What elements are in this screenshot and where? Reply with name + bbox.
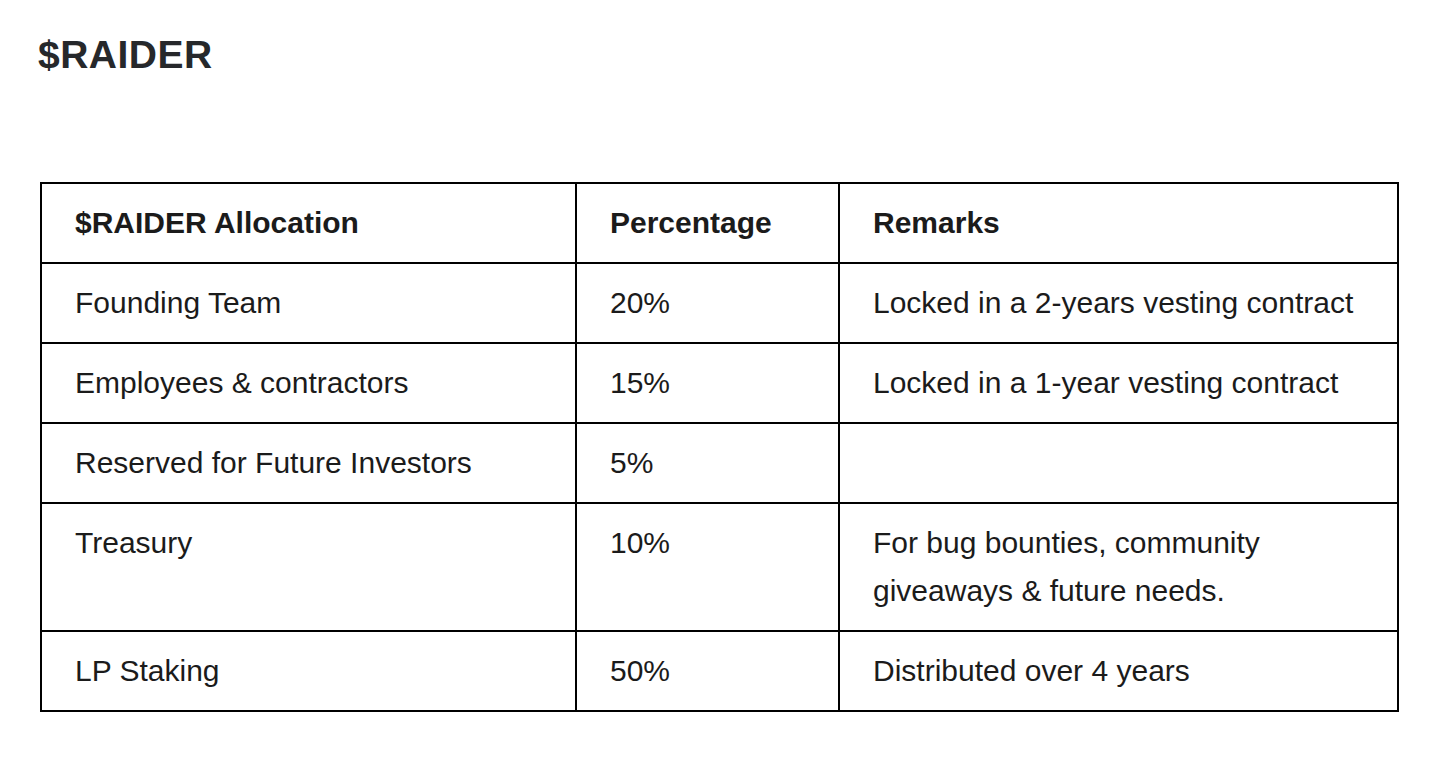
percentage-cell-text: 10% bbox=[610, 526, 670, 559]
percentage-cell-text: 50% bbox=[610, 654, 670, 687]
remarks-cell bbox=[839, 423, 1398, 503]
percentage-cell: 20% bbox=[576, 263, 839, 343]
percentage-cell: 10% bbox=[576, 503, 839, 631]
percentage-cell-text: 15% bbox=[610, 366, 670, 399]
remarks-cell-text: Distributed over 4 years bbox=[873, 654, 1190, 687]
allocation-table: $RAIDER Allocation Percentage Remarks Fo… bbox=[40, 182, 1399, 712]
remarks-cell-text: Locked in a 2-years vesting contract bbox=[873, 286, 1353, 319]
header-cell-percentage: Percentage bbox=[576, 183, 839, 263]
header-cell-allocation: $RAIDER Allocation bbox=[41, 183, 576, 263]
table-row: LP Staking 50% Distributed over 4 years bbox=[41, 631, 1398, 711]
document-page: $RAIDER $RAIDER Allocation Percentage Re… bbox=[0, 0, 1434, 762]
percentage-cell-text: 5% bbox=[610, 446, 653, 479]
allocation-cell: Employees & contractors bbox=[41, 343, 576, 423]
allocation-cell-text: Reserved for Future Investors bbox=[75, 446, 472, 479]
remarks-cell: Locked in a 1-year vesting contract bbox=[839, 343, 1398, 423]
allocation-cell: Founding Team bbox=[41, 263, 576, 343]
table-row: Employees & contractors 15% Locked in a … bbox=[41, 343, 1398, 423]
allocation-cell: Reserved for Future Investors bbox=[41, 423, 576, 503]
percentage-cell: 15% bbox=[576, 343, 839, 423]
remarks-cell-text: For bug bounties, community giveaways & … bbox=[873, 526, 1260, 607]
remarks-cell-text: Locked in a 1-year vesting contract bbox=[873, 366, 1338, 399]
allocation-cell: LP Staking bbox=[41, 631, 576, 711]
remarks-cell: Distributed over 4 years bbox=[839, 631, 1398, 711]
allocation-table-header: $RAIDER Allocation Percentage Remarks bbox=[41, 183, 1398, 263]
page-title: $RAIDER bbox=[38, 33, 213, 78]
table-row: Founding Team 20% Locked in a 2-years ve… bbox=[41, 263, 1398, 343]
table-row: Reserved for Future Investors 5% bbox=[41, 423, 1398, 503]
allocation-cell-text: Employees & contractors bbox=[75, 366, 408, 399]
remarks-cell: Locked in a 2-years vesting contract bbox=[839, 263, 1398, 343]
percentage-cell-text: 20% bbox=[610, 286, 670, 319]
allocation-cell-text: Treasury bbox=[75, 526, 192, 559]
allocation-cell-text: Founding Team bbox=[75, 286, 281, 319]
allocation-cell-text: LP Staking bbox=[75, 654, 220, 687]
header-row: $RAIDER Allocation Percentage Remarks bbox=[41, 183, 1398, 263]
header-cell-remarks: Remarks bbox=[839, 183, 1398, 263]
percentage-cell: 5% bbox=[576, 423, 839, 503]
allocation-table-body: Founding Team 20% Locked in a 2-years ve… bbox=[41, 263, 1398, 711]
table-row: Treasury 10% For bug bounties, community… bbox=[41, 503, 1398, 631]
percentage-cell: 50% bbox=[576, 631, 839, 711]
allocation-cell: Treasury bbox=[41, 503, 576, 631]
remarks-cell: For bug bounties, community giveaways & … bbox=[839, 503, 1398, 631]
